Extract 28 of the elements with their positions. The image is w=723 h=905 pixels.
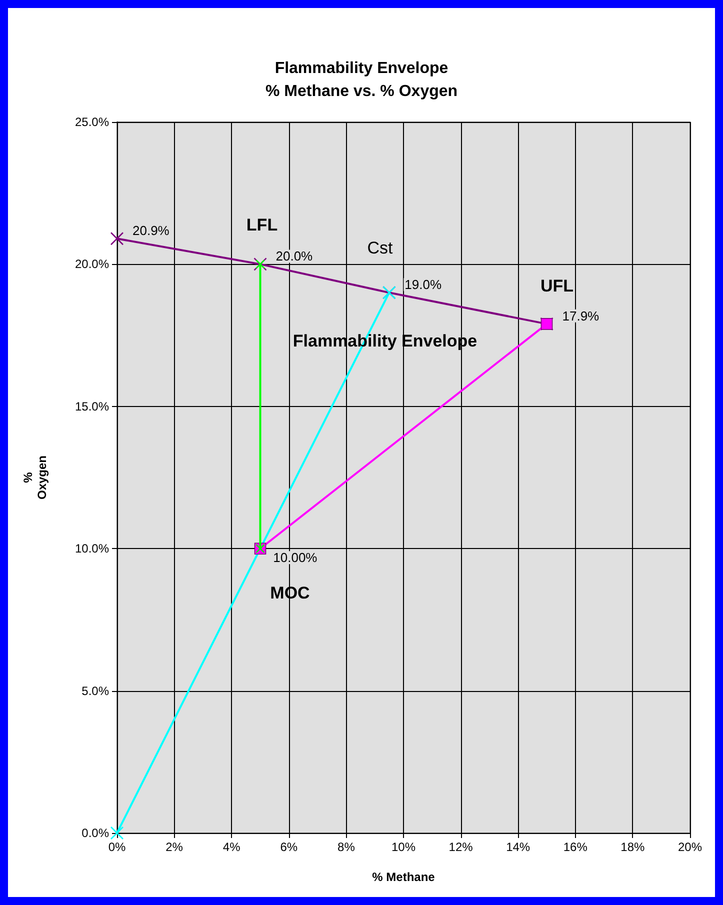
- data-label: 19.0%: [404, 277, 442, 292]
- y-tick-label: 20.0%: [74, 257, 110, 272]
- x-tick-label: 0%: [108, 840, 126, 854]
- y-axis-title: % Oxygen: [21, 455, 49, 500]
- x-tick-label: 10%: [391, 840, 416, 854]
- x-axis-title: % Methane: [372, 870, 436, 884]
- chart-title: Flammability Envelope % Methane vs. % Oxygen: [265, 60, 458, 100]
- annotation: LFL: [246, 216, 278, 234]
- y-tick-label: 15.0%: [74, 399, 110, 414]
- y-tick-label: 10.0%: [74, 542, 110, 556]
- x-tick-label: 18%: [620, 840, 646, 854]
- x-tick-label: 20%: [678, 840, 702, 854]
- x-tick-label: 4%: [222, 840, 241, 854]
- x-tick-label: 12%: [448, 840, 474, 854]
- x-tick-label: 14%: [506, 840, 530, 854]
- x-tick-label: 2%: [166, 840, 184, 854]
- annotation: Cst: [367, 238, 394, 258]
- data-label: 17.9%: [562, 308, 600, 324]
- x-tick-label: 6%: [280, 840, 298, 854]
- data-label: 20.0%: [276, 248, 314, 264]
- y-tick-label: 0.0%: [82, 826, 110, 840]
- y-tick-label: 5.0%: [82, 684, 110, 698]
- x-tick-label: 8%: [338, 840, 356, 854]
- data-label: 10.00%: [273, 550, 318, 566]
- data-label: 20.9%: [132, 223, 170, 238]
- x-tick-label: 16%: [563, 840, 588, 854]
- y-tick-label: 25.0%: [74, 115, 110, 129]
- annotation: UFL: [540, 276, 574, 296]
